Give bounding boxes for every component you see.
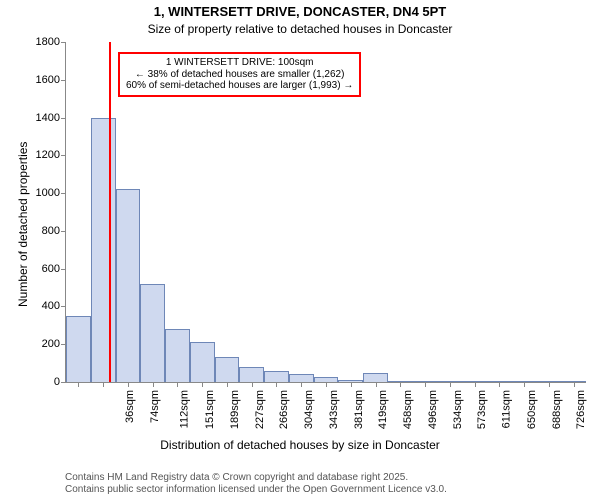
x-tick-mark bbox=[202, 382, 203, 387]
histogram-bar bbox=[239, 367, 264, 382]
chart-root: 1, WINTERSETT DRIVE, DONCASTER, DN4 5PT … bbox=[0, 0, 600, 500]
x-tick-mark bbox=[276, 382, 277, 387]
x-tick-label: 534sqm bbox=[452, 382, 464, 429]
x-tick-label: 381sqm bbox=[353, 382, 365, 429]
annotation-line1: 1 WINTERSETT DRIVE: 100sqm bbox=[126, 57, 353, 69]
y-tick-mark bbox=[61, 42, 66, 43]
x-tick-mark bbox=[153, 382, 154, 387]
x-tick-mark bbox=[450, 382, 451, 387]
histogram-bar bbox=[66, 316, 91, 382]
x-tick-mark bbox=[351, 382, 352, 387]
x-tick-label: 36sqm bbox=[124, 382, 136, 423]
x-tick-label: 227sqm bbox=[254, 382, 266, 429]
x-tick-mark bbox=[524, 382, 525, 387]
x-tick-mark bbox=[549, 382, 550, 387]
y-axis-label: Number of detached properties bbox=[16, 142, 30, 307]
plot-area: 02004006008001000120014001600180036sqm74… bbox=[65, 42, 586, 383]
x-tick-mark bbox=[301, 382, 302, 387]
histogram-bar bbox=[116, 189, 141, 382]
x-tick-mark bbox=[499, 382, 500, 387]
x-tick-label: 611sqm bbox=[501, 382, 513, 428]
x-tick-mark bbox=[326, 382, 327, 387]
x-tick-mark bbox=[103, 382, 104, 387]
y-tick-mark bbox=[61, 155, 66, 156]
x-tick-mark bbox=[252, 382, 253, 387]
histogram-bar bbox=[190, 342, 215, 382]
y-tick-mark bbox=[61, 193, 66, 194]
y-tick-mark bbox=[61, 118, 66, 119]
x-tick-label: 573sqm bbox=[477, 382, 489, 429]
x-tick-mark bbox=[177, 382, 178, 387]
x-tick-mark bbox=[400, 382, 401, 387]
x-tick-mark bbox=[78, 382, 79, 387]
annotation-line2: ← 38% of detached houses are smaller (1,… bbox=[126, 69, 353, 81]
x-tick-label: 419sqm bbox=[378, 382, 390, 429]
x-tick-mark bbox=[227, 382, 228, 387]
x-tick-mark bbox=[574, 382, 575, 387]
y-tick-mark bbox=[61, 231, 66, 232]
histogram-bar bbox=[140, 284, 165, 382]
x-tick-label: 343sqm bbox=[328, 382, 340, 429]
x-tick-mark bbox=[376, 382, 377, 387]
x-tick-mark bbox=[425, 382, 426, 387]
x-tick-label: 726sqm bbox=[576, 382, 588, 429]
x-tick-label: 688sqm bbox=[551, 382, 563, 429]
x-tick-mark bbox=[475, 382, 476, 387]
footer-line2: Contains public sector information licen… bbox=[65, 484, 447, 496]
chart-title: 1, WINTERSETT DRIVE, DONCASTER, DN4 5PT bbox=[0, 4, 600, 19]
footer-attribution: Contains HM Land Registry data © Crown c… bbox=[0, 472, 447, 496]
x-tick-label: 650sqm bbox=[526, 382, 538, 429]
annotation-line3: 60% of semi-detached houses are larger (… bbox=[126, 80, 353, 92]
histogram-bar bbox=[91, 118, 116, 382]
x-tick-mark bbox=[128, 382, 129, 387]
x-tick-label: 266sqm bbox=[278, 382, 290, 429]
histogram-bar bbox=[264, 371, 289, 382]
y-tick-mark bbox=[61, 269, 66, 270]
histogram-bar bbox=[215, 357, 240, 382]
x-tick-label: 74sqm bbox=[149, 382, 161, 423]
annotation-box: 1 WINTERSETT DRIVE: 100sqm← 38% of detac… bbox=[118, 52, 361, 97]
x-tick-label: 189sqm bbox=[229, 382, 241, 429]
x-tick-label: 304sqm bbox=[303, 382, 315, 429]
histogram-bar bbox=[363, 373, 388, 382]
x-axis-label: Distribution of detached houses by size … bbox=[0, 438, 600, 452]
x-tick-label: 112sqm bbox=[179, 382, 191, 428]
footer-line1: Contains HM Land Registry data © Crown c… bbox=[65, 472, 447, 484]
histogram-bar bbox=[165, 329, 190, 382]
y-tick-mark bbox=[61, 382, 66, 383]
x-tick-label: 151sqm bbox=[204, 382, 216, 429]
histogram-bar bbox=[289, 374, 314, 382]
x-tick-label: 458sqm bbox=[402, 382, 414, 429]
chart-subtitle: Size of property relative to detached ho… bbox=[0, 22, 600, 36]
property-marker-line bbox=[109, 42, 111, 382]
x-tick-label: 496sqm bbox=[427, 382, 439, 429]
y-tick-mark bbox=[61, 80, 66, 81]
y-tick-mark bbox=[61, 306, 66, 307]
